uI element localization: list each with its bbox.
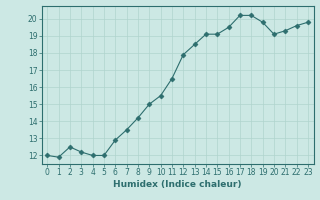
- X-axis label: Humidex (Indice chaleur): Humidex (Indice chaleur): [113, 180, 242, 189]
